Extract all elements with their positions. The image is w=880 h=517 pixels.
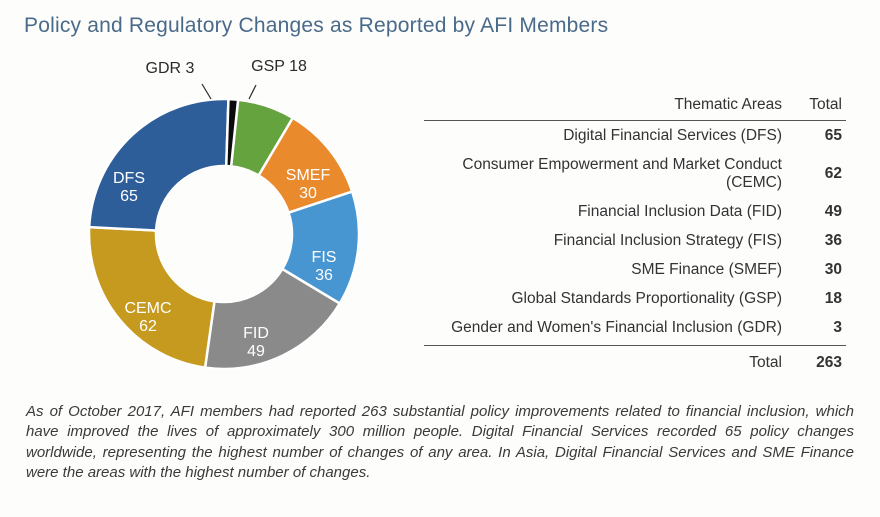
table-wrap: Thematic Areas Total Digital Financial S… <box>424 48 856 376</box>
table-row: Financial Inclusion Strategy (FIS)36 <box>424 226 846 255</box>
row-name: Digital Financial Services (DFS) <box>424 121 786 151</box>
row-value: 30 <box>786 255 846 284</box>
slice-label-fis: FIS36 <box>312 249 337 284</box>
row-value: 36 <box>786 226 846 255</box>
table-row: Gender and Women's Financial Inclusion (… <box>424 313 846 345</box>
table-row: Global Standards Proportionality (GSP)18 <box>424 284 846 313</box>
table-row: Consumer Empowerment and Market Conduct … <box>424 150 846 197</box>
table-row: SME Finance (SMEF)30 <box>424 255 846 284</box>
caption: As of October 2017, AFI members had repo… <box>24 402 856 483</box>
slice-label-gdr: GDR 3 <box>146 60 195 77</box>
table-row: Digital Financial Services (DFS)65 <box>424 121 846 151</box>
donut-chart: GSP 18SMEF30FIS36FID49CEMC62DFS65GDR 3 <box>24 48 424 388</box>
thematic-table: Thematic Areas Total Digital Financial S… <box>424 90 846 376</box>
row-name: Financial Inclusion Strategy (FIS) <box>424 226 786 255</box>
footer-value: 263 <box>786 345 846 376</box>
row-value: 3 <box>786 313 846 345</box>
row-value: 18 <box>786 284 846 313</box>
row-value: 49 <box>786 197 846 226</box>
row-name: Financial Inclusion Data (FID) <box>424 197 786 226</box>
row-value: 65 <box>786 121 846 151</box>
row-name: SME Finance (SMEF) <box>424 255 786 284</box>
row-value: 62 <box>786 150 846 197</box>
row-name: Gender and Women's Financial Inclusion (… <box>424 313 786 345</box>
row-name: Global Standards Proportionality (GSP) <box>424 284 786 313</box>
slice-label-gsp: GSP 18 <box>251 58 307 75</box>
content-row: GSP 18SMEF30FIS36FID49CEMC62DFS65GDR 3 T… <box>24 48 856 388</box>
table-row: Financial Inclusion Data (FID)49 <box>424 197 846 226</box>
footer-label: Total <box>424 345 786 376</box>
col-header-area: Thematic Areas <box>424 90 786 121</box>
page-title: Policy and Regulatory Changes as Reporte… <box>24 14 856 38</box>
col-header-total: Total <box>786 90 846 121</box>
row-name: Consumer Empowerment and Market Conduct … <box>424 150 786 197</box>
